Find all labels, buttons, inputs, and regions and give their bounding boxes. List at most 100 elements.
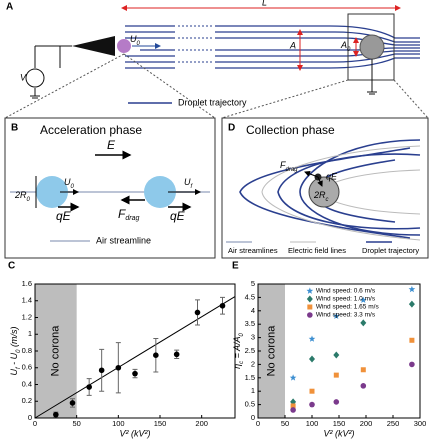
legend-label: Droplet trajectory	[362, 246, 419, 255]
amplitude0-label: A0	[340, 40, 351, 52]
nozzle	[72, 36, 115, 56]
y-tick-label: 0.4	[22, 379, 32, 388]
point	[173, 351, 180, 358]
label-part: (m/s)	[9, 326, 19, 349]
x-tick-label: 50	[72, 419, 80, 428]
y-tick-label: 3	[251, 333, 255, 342]
voltage-label: V	[20, 72, 27, 82]
gap	[178, 25, 212, 63]
zoom-lines	[4, 53, 429, 119]
label-main: A	[340, 40, 347, 50]
point	[360, 383, 367, 389]
label-main: 2R	[313, 190, 326, 200]
panel-label: A	[6, 2, 13, 13]
x-tick-label: 0	[33, 419, 37, 428]
label-sub: c	[326, 197, 329, 203]
shaded-region	[35, 284, 77, 418]
y-tick-label: 0.6	[22, 363, 32, 372]
legend-marker	[307, 312, 313, 318]
point	[409, 337, 415, 343]
drag-label: Fdrag	[280, 160, 298, 172]
label-main: F	[280, 160, 286, 170]
collector	[359, 34, 385, 60]
point	[408, 285, 416, 293]
radius-label: 2Rc	[313, 190, 329, 202]
x-tick-label: 0	[256, 419, 260, 428]
point	[194, 309, 201, 316]
legend-label: Wind speed: 1.0 m/s	[316, 296, 376, 303]
panel-title: Collection phase	[246, 123, 335, 137]
label-part: - U	[9, 352, 19, 367]
point	[289, 374, 297, 381]
y-axis-label: ηc = A/A0	[232, 332, 244, 368]
drag-label: Fdrag	[118, 207, 139, 222]
region-label: No corona	[265, 325, 277, 377]
point	[333, 351, 340, 359]
label-part: 0	[16, 349, 22, 353]
droplet	[144, 176, 176, 208]
panel-label: C	[8, 261, 15, 272]
fit-line	[34, 296, 236, 419]
label-part: U	[9, 369, 19, 376]
point	[309, 401, 315, 408]
legend-label: Wind speed: 0.6 m/s	[316, 288, 376, 295]
point	[360, 367, 366, 373]
label-sub: 0	[71, 184, 75, 190]
point	[408, 300, 415, 308]
x-tick-label: 250	[387, 419, 400, 428]
uf-label: Uf	[184, 177, 194, 189]
label-sub: drag	[125, 215, 139, 222]
legend-label: Air streamline	[96, 235, 151, 245]
y-tick-label: 0	[251, 413, 255, 422]
x-axis-label: V² (kV²)	[120, 428, 151, 438]
label-sub: 0	[137, 41, 141, 47]
point	[86, 384, 92, 390]
legend-marker	[307, 304, 313, 310]
panel-label: D	[228, 123, 235, 134]
point	[153, 352, 159, 358]
legend-marker	[306, 287, 314, 294]
x-tick-label: 150	[333, 419, 346, 428]
legend-label: Air streamlines	[228, 246, 278, 255]
point	[98, 367, 105, 374]
radius-label: 2R0	[14, 190, 31, 202]
collector	[308, 176, 340, 208]
point	[219, 302, 226, 309]
u0-label: U0	[64, 177, 75, 189]
point	[309, 388, 315, 394]
y-tick-label: 0.5	[245, 400, 255, 409]
point	[360, 319, 367, 327]
point	[290, 403, 296, 409]
legend-label: Wind speed: 1.65 m/s	[316, 304, 380, 311]
y-tick-label: 2	[251, 359, 255, 368]
label-part: η	[232, 364, 242, 369]
region-label: No corona	[50, 325, 62, 377]
y-tick-label: 3.5	[245, 319, 255, 328]
amplitude-label: A	[289, 40, 296, 50]
legend-label: Droplet trajectory	[178, 97, 247, 107]
y-tick-label: 0.8	[22, 346, 32, 355]
label-part: = A/A	[232, 336, 242, 360]
force-arrow	[317, 176, 323, 187]
label-main: U	[64, 177, 71, 187]
y-tick-label: 1.6	[22, 279, 32, 288]
force-label: qE	[56, 209, 72, 223]
point	[53, 411, 59, 418]
droplet	[117, 39, 131, 53]
x-tick-label: 100	[306, 419, 319, 428]
panel-label: B	[11, 123, 18, 134]
point	[290, 407, 296, 413]
y-tick-label: 0.2	[22, 396, 32, 405]
y-tick-label: 4	[251, 306, 255, 315]
point	[359, 296, 367, 303]
y-tick-label: 5	[251, 279, 255, 288]
circuit	[30, 45, 61, 99]
x-tick-label: 300	[414, 419, 427, 428]
label-part: c	[239, 361, 245, 364]
point	[332, 312, 340, 319]
point	[409, 361, 415, 368]
y-tick-label: 1.5	[245, 373, 255, 382]
velocity-label: U0	[130, 34, 141, 46]
field-lines	[261, 145, 421, 241]
